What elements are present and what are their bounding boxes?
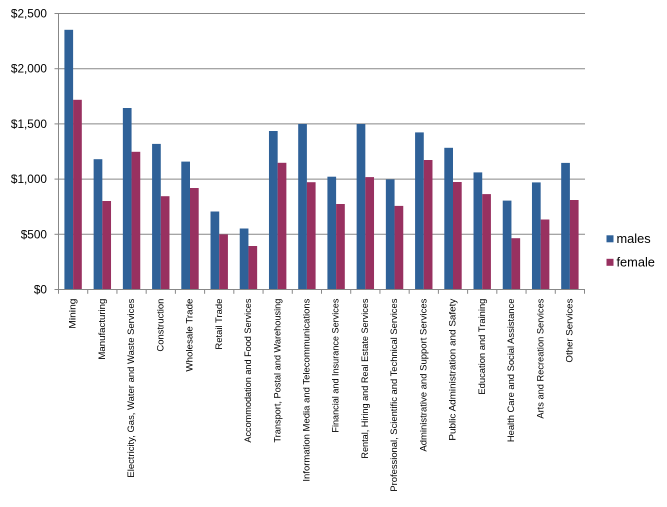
svg-text:Administrative and Support Ser: Administrative and Support Services [418, 298, 429, 451]
svg-text:Public Administration and Safe: Public Administration and Safety [448, 298, 459, 440]
svg-text:$500: $500 [21, 227, 48, 241]
svg-text:Rental, Hiring and Real Estate: Rental, Hiring and Real Estate Services [360, 298, 371, 458]
svg-text:Other Services: Other Services [564, 298, 575, 362]
svg-text:female: female [617, 255, 655, 270]
svg-text:Financial and Insurance Servic: Financial and Insurance Services [331, 298, 342, 432]
svg-text:males: males [617, 231, 651, 246]
svg-text:Professional, Scientific and T: Professional, Scientific and Technical S… [389, 298, 400, 491]
svg-text:Retail Trade: Retail Trade [214, 299, 225, 350]
svg-text:$0: $0 [34, 283, 48, 297]
svg-text:Education and Training: Education and Training [477, 299, 488, 395]
svg-text:Transport, Postal and Warehous: Transport, Postal and Warehousing [272, 299, 283, 443]
svg-text:Electricity, Gas, Water and Wa: Electricity, Gas, Water and Waste Servic… [126, 298, 137, 477]
svg-text:Health Care and Social Assista: Health Care and Social Assistance [506, 299, 517, 443]
svg-text:$2,500: $2,500 [11, 7, 48, 21]
svg-text:Accommodation and Food Service: Accommodation and Food Services [243, 298, 254, 442]
svg-text:Construction: Construction [155, 299, 166, 352]
svg-text:Arts and Recreation Services: Arts and Recreation Services [535, 298, 546, 418]
svg-text:$2,000: $2,000 [11, 62, 48, 76]
svg-text:$1,500: $1,500 [11, 117, 48, 131]
svg-text:Information Media and Telecomm: Information Media and Telecommunications [301, 298, 312, 481]
svg-text:Manufacturing: Manufacturing [97, 299, 108, 360]
svg-text:$1,000: $1,000 [11, 172, 48, 186]
svg-text:Mining: Mining [68, 299, 79, 329]
svg-text:Wholesale Trade: Wholesale Trade [185, 299, 196, 372]
